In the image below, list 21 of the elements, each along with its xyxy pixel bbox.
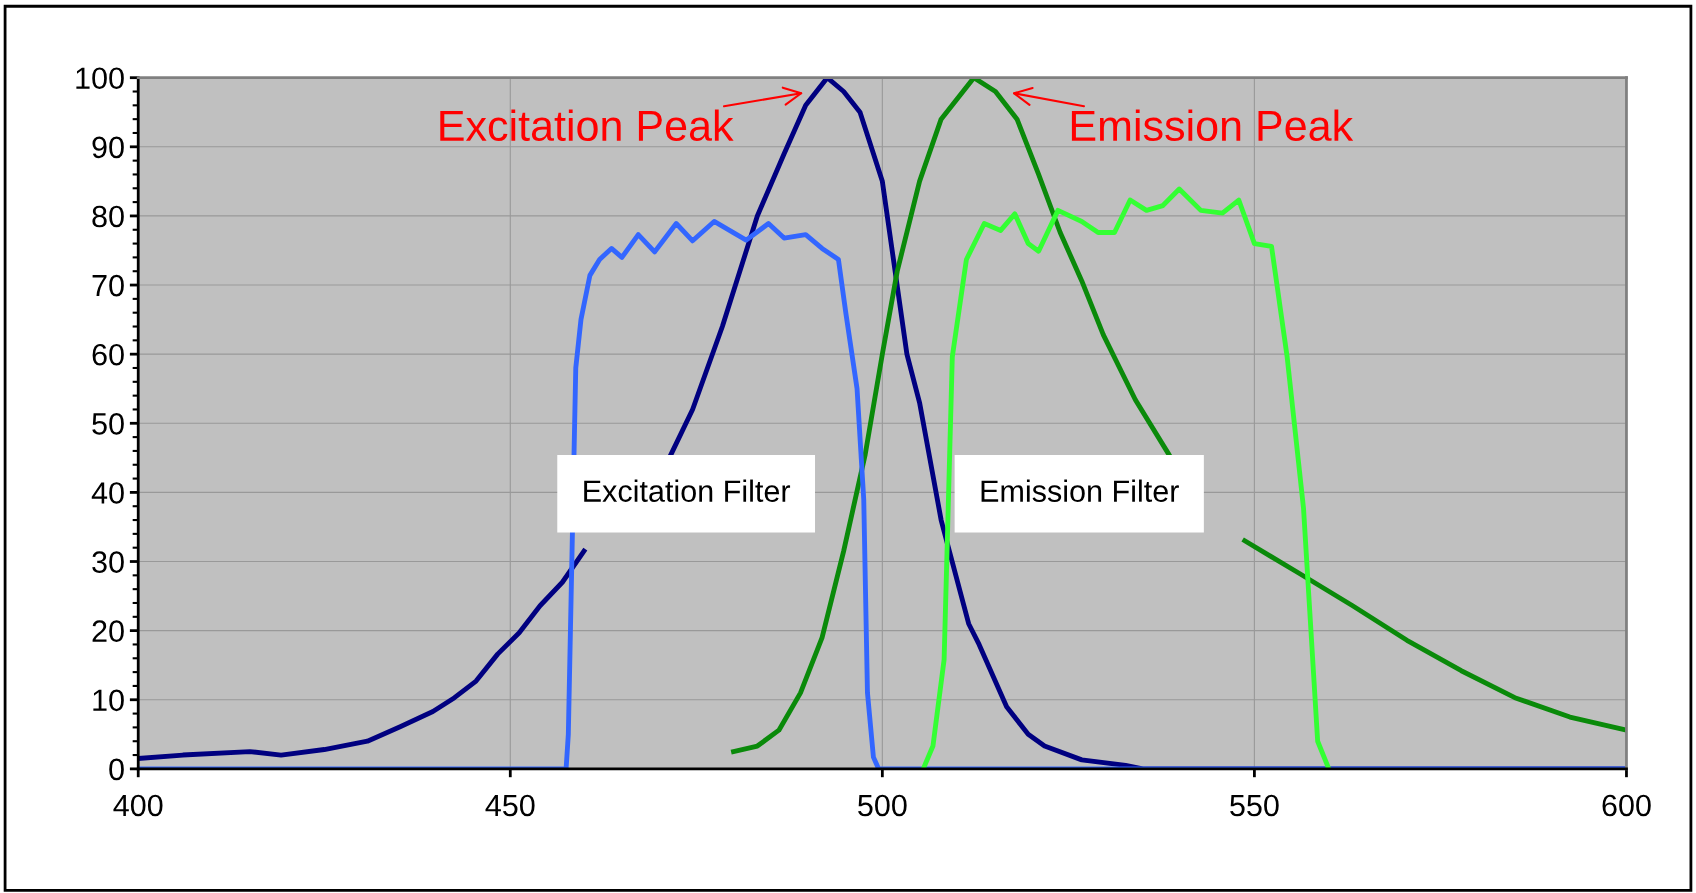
x-tick-label: 450	[485, 794, 535, 817]
y-tick-label: 70	[92, 274, 124, 297]
annotation: Excitation Filter	[584, 479, 791, 502]
x-tick-label: 600	[1602, 794, 1651, 817]
y-tick-label: 100	[76, 67, 124, 90]
y-tick-label: 50	[92, 413, 124, 435]
y-tick-label: 20	[92, 620, 124, 643]
x-tick-label: 550	[1230, 794, 1279, 817]
annotation: Emission Peak	[1071, 109, 1354, 142]
annotation: Emission Filter	[981, 479, 1179, 502]
x-tick-label: 500	[858, 794, 907, 817]
line-series	[920, 186, 1332, 769]
y-tick-label: 30	[92, 551, 124, 573]
y-tick-label: 40	[91, 482, 124, 504]
y-tick-label: 0	[109, 758, 124, 781]
y-tick-label: 90	[92, 136, 124, 159]
y-tick-label: 10	[93, 689, 124, 712]
annotation: Excitation Peak	[440, 109, 734, 142]
y-tick-label: 60	[92, 343, 124, 366]
x-tick-label: 400	[113, 794, 163, 817]
y-tick-label: 80	[92, 205, 124, 228]
